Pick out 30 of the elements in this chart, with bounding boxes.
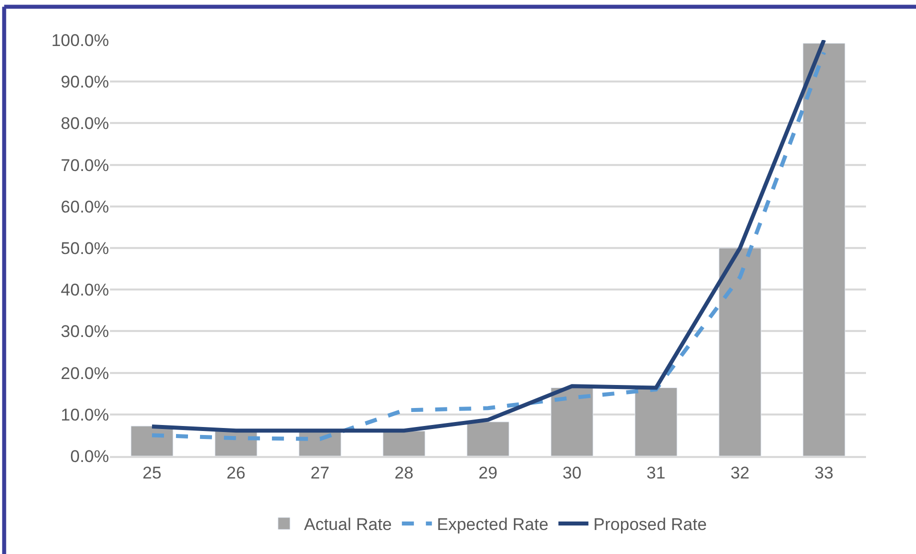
legend-label: Expected Rate [436, 515, 548, 534]
bar [382, 430, 426, 456]
y-tick-label: 0.0% [70, 446, 109, 466]
x-tick-label: 26 [226, 463, 246, 482]
bar [634, 388, 678, 456]
y-tick-label: 40.0% [60, 280, 109, 300]
y-tick-label: 100.0% [51, 30, 109, 50]
y-tick-label: 70.0% [60, 156, 109, 175]
y-tick-label: 80.0% [60, 114, 109, 134]
legend-label: Proposed Rate [593, 515, 707, 534]
y-tick-label: 10.0% [60, 405, 109, 424]
x-tick-label: 27 [310, 463, 330, 482]
y-tick-label: 90.0% [60, 72, 109, 92]
x-tick-label: 30 [562, 463, 582, 482]
x-tick-label: 31 [646, 463, 666, 482]
bar [466, 422, 510, 456]
y-tick-label: 50.0% [60, 238, 109, 258]
x-tick-label: 32 [730, 463, 750, 482]
y-tick-label: 20.0% [60, 364, 109, 383]
x-tick-label: 28 [394, 463, 414, 482]
y-tick-label: 30.0% [60, 322, 109, 342]
x-tick-label: 25 [142, 463, 162, 482]
y-tick-label: 60.0% [60, 197, 109, 216]
bar [718, 248, 762, 456]
bar [802, 43, 846, 456]
bar [550, 388, 594, 456]
legend-label: Actual Rate [304, 515, 392, 534]
bar [130, 426, 174, 456]
x-tick-label: 33 [814, 463, 834, 482]
x-tick-label: 29 [478, 463, 498, 482]
